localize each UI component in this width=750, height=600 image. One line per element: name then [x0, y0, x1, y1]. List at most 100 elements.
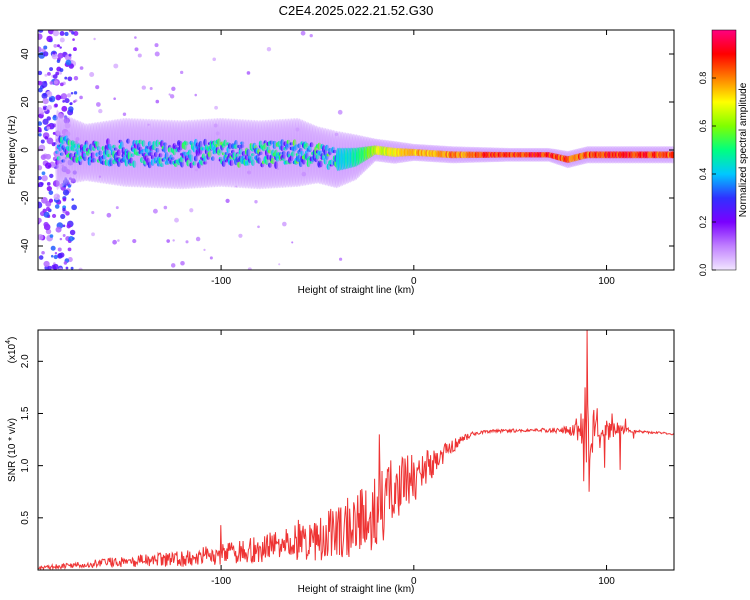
snr-y-scale-exponent: 4 — [5, 340, 12, 344]
spectrogram-y-tick-label: 20 — [20, 96, 31, 108]
spectrogram-noise-blob — [180, 260, 185, 266]
spectrogram-noise-blob — [189, 208, 194, 213]
spectrogram-noise-blob — [155, 99, 160, 104]
spectrogram-noise-blob — [64, 31, 69, 36]
spectrogram-y-tick-label: -40 — [20, 238, 31, 253]
spectrogram-noise-blob — [42, 118, 49, 125]
spectrogram-noise-blob — [134, 36, 137, 39]
snr-x-ticks: -100 0 100 — [211, 330, 615, 587]
colorbar-tick-label: 0.8 — [698, 72, 708, 85]
spectrogram-panel: -100 0 100 -40 -20 0 20 40 Height of straight … — [7, 29, 675, 296]
spectrogram-noise-blob — [57, 52, 64, 59]
spectrogram-noise-blob — [40, 154, 47, 160]
spectrogram-noise-blob — [38, 234, 44, 241]
spectrogram-noise-blob — [291, 241, 294, 244]
spectrogram-noise-blob — [56, 44, 60, 48]
spectrogram-noise-blob — [70, 92, 74, 95]
spectrogram-noise-blob — [58, 71, 62, 75]
spectrogram-x-tick-label: -100 — [211, 276, 231, 287]
snr-y-tick-label: 1.0 — [20, 458, 31, 472]
spectrogram-noise-blob — [46, 182, 51, 186]
spectrogram-noise-blob — [59, 68, 64, 72]
spectrogram-noise-blob — [38, 201, 43, 209]
colorbar-tick-label: 0.0 — [698, 264, 708, 277]
spectrogram-noise-blob — [70, 266, 74, 270]
spectrogram-noise-blob — [38, 70, 43, 76]
spectrogram-noise-blob — [166, 239, 170, 243]
spectrogram-noise-blob — [62, 189, 70, 196]
spectrogram-noise-blob — [53, 193, 61, 201]
spectrogram-noise-blob — [194, 93, 198, 97]
spectrogram-noise-blob — [68, 53, 72, 57]
spectrogram-noise-blob — [79, 95, 83, 100]
spectrogram-noise-blob — [43, 211, 50, 218]
spectrogram-x-tick-label: 0 — [411, 276, 417, 287]
spectrogram-noise-blob — [67, 76, 73, 82]
spectrogram-noise-blob — [48, 198, 54, 203]
spectrogram-noise-blob — [45, 206, 51, 211]
spectrogram-noise-blob — [38, 133, 42, 137]
spectrogram-noise-blob — [69, 102, 73, 106]
spectrogram-noise-blob — [43, 45, 48, 50]
spectrogram-noise-blob — [73, 100, 76, 103]
spectrogram-heatmap — [38, 30, 674, 270]
spectrogram-noise-blob — [38, 181, 44, 188]
spectrogram-noise-blob — [48, 190, 54, 195]
spectrogram-noise-blob — [59, 82, 64, 87]
spectrogram-noise-blob — [49, 81, 54, 85]
spectrogram-noise-blob — [72, 38, 75, 41]
spectrogram-noise-blob — [73, 30, 79, 36]
spectrogram-noise-blob — [91, 210, 95, 215]
snr-x-tick-label: 0 — [411, 576, 417, 587]
spectrogram-noise-blob — [51, 264, 56, 270]
spectrogram-noise-blob — [89, 72, 95, 77]
spectrogram-noise-blob — [65, 59, 72, 66]
spectrogram-noise-blob — [141, 85, 146, 90]
spectrogram-noise-blob — [64, 98, 70, 104]
snr-y-axis-label: SNR (10 * v/v) — [7, 418, 18, 482]
spectrogram-noise-blob — [59, 46, 62, 49]
spectrogram-noise-blob — [113, 63, 119, 69]
spectrogram-noise-blob — [71, 204, 77, 211]
spectrogram-noise-blob — [69, 229, 76, 236]
spectrogram-noise-blob — [38, 129, 42, 133]
spectrogram-noise-blob — [47, 71, 51, 76]
spectrogram-noise-blob — [38, 87, 43, 93]
snr-y-ticks: 0.5 1.0 1.5 2.0 — [20, 354, 674, 525]
snr-panel: -100 0 100 0.5 1.0 1.5 2.0 Height of straight… — [5, 329, 675, 595]
spectrogram-noise-blob — [169, 94, 175, 99]
spectrogram-noise-blob — [53, 80, 58, 85]
snr-y-tick-label: 1.5 — [20, 406, 31, 420]
spectrogram-noise-blob — [64, 76, 68, 80]
spectrogram-noise-blob — [170, 263, 176, 268]
spectrogram-noise-blob — [67, 184, 72, 188]
spectrogram-noise-blob — [225, 198, 230, 203]
spectrogram-noise-blob — [59, 37, 65, 43]
spectrogram-noise-blob — [52, 30, 60, 37]
spectrogram-noise-blob — [63, 261, 68, 265]
spectrogram-noise-blob — [49, 173, 54, 179]
spectrogram-noise-blob — [179, 70, 184, 75]
spectrogram-noise-blob — [98, 108, 103, 114]
spectrogram-y-tick-label: 40 — [20, 48, 31, 60]
spectrogram-noise-blob — [132, 238, 137, 244]
spectrogram-noise-blob — [51, 213, 57, 219]
spectrogram-noise-blob — [42, 208, 47, 213]
spectrogram-y-tick-label: 0 — [20, 147, 31, 153]
spectrogram-noise-blob — [54, 103, 58, 108]
spectrogram-noise-blob — [41, 175, 48, 182]
spectrogram-noise-blob — [212, 57, 217, 62]
spectrogram-noise-blob — [168, 93, 171, 96]
spectrogram-noise-blob — [95, 102, 101, 107]
spectrogram-noise-blob — [195, 236, 201, 242]
colorbar-tick-label: 0.4 — [698, 168, 708, 181]
spectrogram-noise-blob — [73, 76, 79, 81]
spectrogram-noise-blob — [60, 93, 68, 100]
spectrogram-noise-blob — [49, 97, 53, 102]
spectrogram-noise-blob — [65, 211, 70, 216]
spectrogram-noise-blob — [338, 257, 343, 261]
spectrogram-y-ticks: -40 -20 0 20 40 — [20, 48, 674, 253]
spectrogram-noise-blob — [38, 176, 42, 181]
spectrogram-noise-blob — [38, 46, 42, 53]
spectrogram-noise-blob — [106, 212, 112, 218]
